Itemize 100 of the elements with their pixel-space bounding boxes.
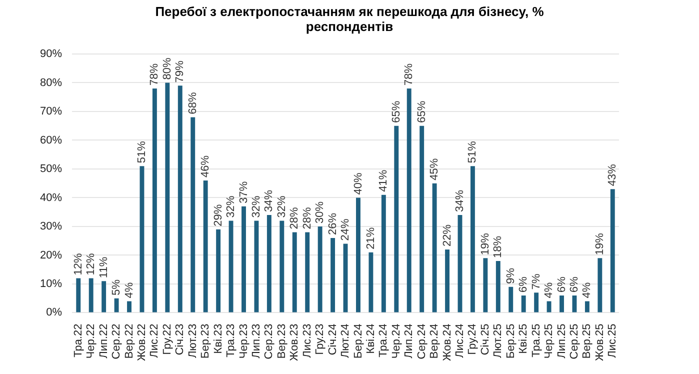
x-tick-label: Кві.25	[518, 324, 530, 354]
data-label: 4%	[123, 282, 136, 298]
x-tick-label: Бер.24	[352, 324, 364, 358]
data-label: 32%	[276, 195, 288, 218]
x-tick-label: Лип.23	[250, 324, 262, 358]
bar	[610, 189, 615, 312]
x-tick-label: Сер.23	[263, 324, 276, 360]
data-label: 19%	[594, 232, 606, 256]
x-tick-label: Лип.25	[556, 324, 568, 358]
bar	[127, 301, 132, 312]
x-tick-label: Тра.25	[530, 324, 542, 358]
data-label: 37%	[238, 181, 250, 204]
bar	[114, 298, 119, 312]
bar	[598, 258, 602, 312]
x-tick-label: Вер.24	[428, 324, 441, 359]
x-tick-label: Кві.23	[212, 324, 224, 354]
bar	[178, 86, 182, 312]
x-tick-label: Лип.22	[98, 324, 110, 358]
bar	[534, 292, 539, 312]
data-label: 19%	[479, 232, 492, 256]
x-tick-label: Лют.23	[186, 324, 199, 358]
data-label: 30%	[314, 201, 326, 224]
x-tick-label: Чер.24	[390, 324, 402, 359]
bar	[508, 286, 514, 312]
bar	[560, 295, 564, 312]
bar	[165, 82, 170, 312]
data-label: 78%	[148, 63, 161, 86]
bar	[280, 220, 284, 312]
data-label: 12%	[85, 252, 98, 276]
x-tick-label: Чер.25	[543, 324, 556, 359]
bar	[420, 126, 424, 312]
data-label: 46%	[200, 155, 212, 178]
x-tick-label: Січ.25	[479, 324, 492, 356]
data-label: 79%	[174, 60, 186, 83]
data-label: 28%	[301, 206, 314, 230]
y-tick-label: 0%	[46, 306, 62, 319]
data-label: 18%	[492, 236, 504, 258]
bar	[584, 301, 590, 312]
data-label: 41%	[378, 170, 390, 192]
data-label: 12%	[72, 252, 84, 276]
x-tick-label: Сер.22	[110, 324, 123, 360]
data-label: 51%	[466, 140, 479, 164]
data-label: 32%	[225, 195, 238, 218]
x-tick-label: Жов.25	[594, 324, 606, 362]
bar	[140, 166, 144, 312]
bar	[394, 126, 399, 312]
x-tick-label: Чер.23	[238, 324, 250, 359]
x-tick-label: Вер.22	[123, 324, 136, 359]
data-label: 65%	[390, 100, 402, 123]
data-label: 4%	[543, 282, 556, 298]
data-label: 5%	[110, 279, 123, 296]
data-label: 78%	[403, 63, 416, 86]
data-label: 29%	[212, 204, 224, 226]
data-label: 65%	[416, 100, 428, 123]
bar	[266, 214, 272, 312]
data-label: 51%	[136, 140, 148, 164]
bar	[88, 278, 94, 312]
y-tick-label: 60%	[40, 134, 62, 146]
x-tick-label: Тра.24	[378, 324, 390, 358]
x-tick-label: Січ.23	[174, 324, 186, 356]
x-tick-label: Сер.25	[568, 324, 581, 360]
chart-title: Перебої з електропостачанням як перешкода для бізнесу, % респондентів	[154, 3, 545, 34]
x-tick-label: Гру.22	[161, 324, 174, 355]
bar	[470, 166, 475, 312]
x-tick-label: Лис.22	[148, 324, 161, 358]
bar	[368, 252, 374, 312]
bar	[496, 260, 500, 312]
x-tick-label: Січ.24	[326, 324, 339, 356]
bar	[152, 88, 157, 312]
x-tick-label: Чер.22	[85, 324, 98, 359]
bar	[216, 229, 221, 312]
bar	[292, 232, 297, 312]
bar	[330, 238, 336, 312]
x-tick-label: Лют.24	[340, 324, 352, 358]
x-tick-label: Бер.23	[200, 324, 212, 358]
x-tick-label: Тра.22	[72, 324, 84, 358]
x-tick-label: Жов.22	[136, 324, 148, 362]
data-label: 4%	[581, 282, 594, 298]
y-tick-label: 70%	[40, 106, 62, 118]
bar	[102, 281, 106, 312]
data-label: 32%	[250, 195, 262, 218]
bar	[343, 244, 348, 312]
bar	[190, 117, 196, 312]
data-label: 21%	[364, 227, 377, 250]
y-tick-label: 30%	[40, 220, 62, 233]
data-label: 34%	[263, 190, 276, 212]
bar	[318, 226, 322, 312]
data-label: 40%	[352, 172, 364, 195]
bar	[305, 232, 310, 312]
data-label: 6%	[556, 276, 568, 292]
data-label: 6%	[518, 276, 530, 292]
x-tick-label: Лис.23	[301, 324, 314, 358]
x-tick-label: Бер.25	[504, 324, 517, 358]
bar	[521, 295, 526, 312]
bar	[356, 198, 360, 312]
x-tick-label: Лют.25	[492, 324, 504, 358]
y-tick-label: 20%	[40, 249, 62, 262]
y-tick-label: 40%	[40, 192, 62, 204]
data-label: 45%	[428, 158, 441, 180]
x-tick-label: Лип.24	[403, 324, 416, 358]
